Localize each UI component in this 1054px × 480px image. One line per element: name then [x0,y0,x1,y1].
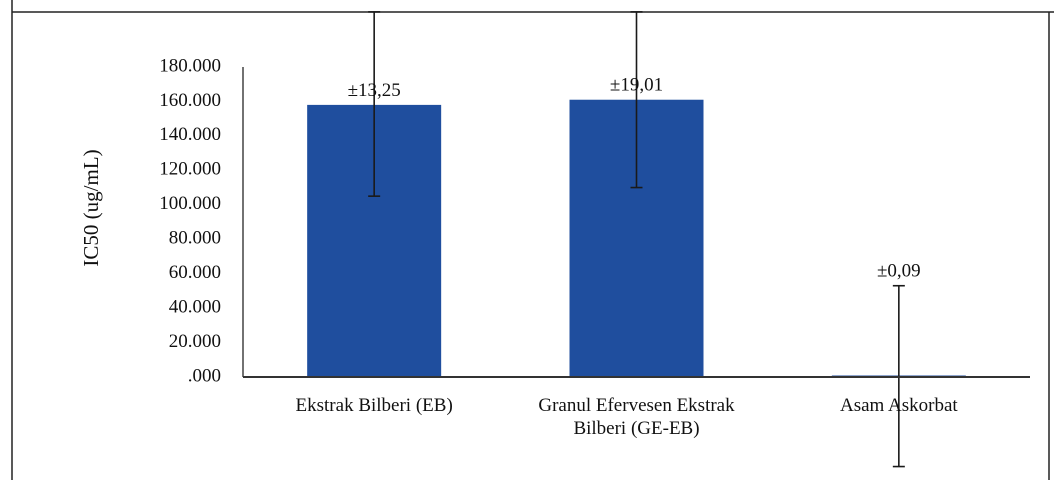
y-tick-label: 40.000 [169,296,221,317]
x-category-label: Granul Efervesen Ekstrak [538,395,735,416]
y-tick-label: 100.000 [159,193,221,214]
x-category-label: Bilberi (GE-EB) [573,418,699,439]
y-tick-label: 80.000 [169,228,221,249]
y-tick-label: 120.000 [159,159,221,180]
y-tick-label: 140.000 [159,124,221,145]
x-category-label: Asam Askorbat [840,395,958,416]
x-axis-categories: Ekstrak Bilberi (EB) Granul Efervesen Eks… [296,395,959,439]
error-value-label: ±13,25 [348,80,401,101]
error-value-label: ±0,09 [877,261,921,282]
y-axis-label: IC50 (ug/mL) [79,149,103,266]
error-bars-group: ±13,25 ±19,01 ±0,09 [348,11,921,468]
y-tick-label: 60.000 [169,262,221,283]
y-tick-label: .000 [188,365,221,386]
y-tick-label: 160.000 [159,90,221,111]
x-category-label: Ekstrak Bilberi (EB) [296,395,453,416]
error-value-label: ±19,01 [610,75,663,96]
y-axis-ticks: 180.000 160.000 140.000 120.000 100.000 80.00… [159,55,221,386]
y-tick-label: 20.000 [169,331,221,352]
y-tick-label: 180.000 [159,55,221,76]
